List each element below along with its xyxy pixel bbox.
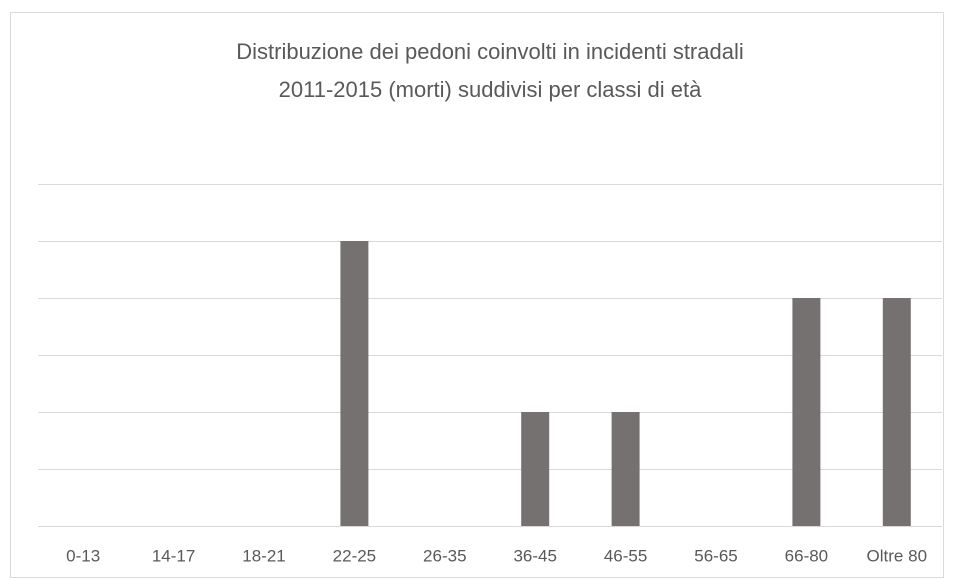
- x-tick-label: Oltre 80: [867, 546, 927, 565]
- x-tick-label: 14-17: [152, 546, 195, 565]
- x-tick-label: 18-21: [242, 546, 285, 565]
- chart-border: [10, 12, 944, 578]
- x-tick-label: 0-13: [66, 546, 100, 565]
- bar: [521, 412, 550, 526]
- bar: [611, 412, 640, 526]
- x-tick-label: 22-25: [333, 546, 376, 565]
- chart-title: 2011-2015 (morti) suddivisi per classi d…: [279, 77, 702, 102]
- x-tick-label: 26-35: [423, 546, 466, 565]
- chart-title: Distribuzione dei pedoni coinvolti in in…: [236, 39, 744, 64]
- x-tick-label: 56-65: [694, 546, 737, 565]
- bar: [882, 298, 911, 526]
- bar: [340, 241, 369, 526]
- x-tick-label: 46-55: [604, 546, 647, 565]
- bar: [792, 298, 821, 526]
- x-tick-label: 66-80: [785, 546, 828, 565]
- x-tick-label: 36-45: [513, 546, 556, 565]
